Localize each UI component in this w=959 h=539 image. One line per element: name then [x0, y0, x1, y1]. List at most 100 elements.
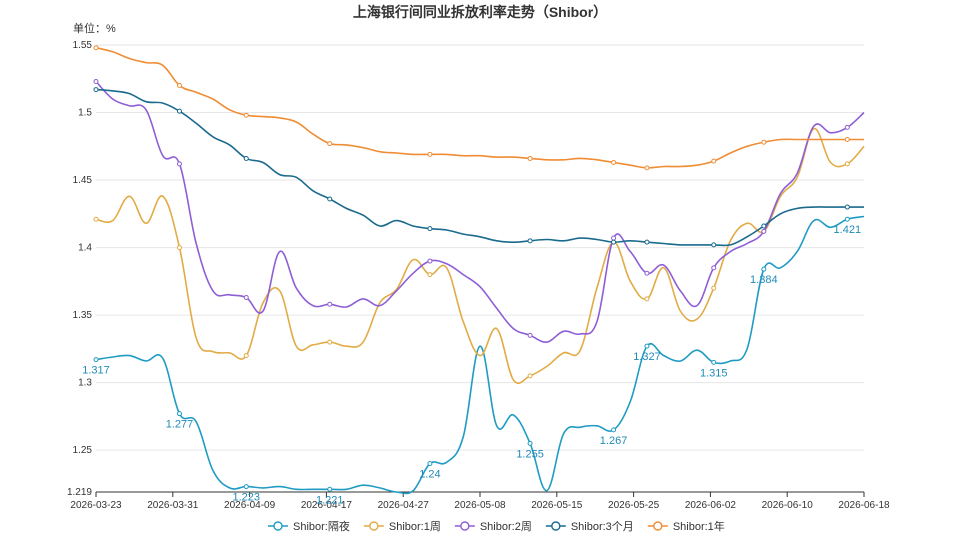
data-point	[93, 216, 99, 222]
data-point	[93, 78, 99, 84]
y-tick-label: 1.3	[78, 378, 92, 389]
series-line	[95, 80, 865, 343]
data-point	[611, 427, 617, 433]
data-point	[243, 112, 249, 118]
data-label: 1.223	[232, 492, 260, 504]
series-line	[95, 88, 864, 247]
legend-marker	[273, 521, 283, 531]
y-tick-label: 1.55	[73, 40, 93, 51]
data-point	[644, 270, 650, 276]
series-layer	[93, 45, 865, 495]
legend-item-2[interactable]: Shibor:2周	[454, 520, 532, 533]
y-tick-label: 1.35	[73, 310, 93, 321]
data-label: 1.317	[82, 365, 110, 377]
series-3	[93, 87, 864, 248]
x-tick-label: 2026-05-15	[531, 500, 583, 511]
data-point	[327, 196, 333, 202]
legend-item-1[interactable]: Shibor:1周	[363, 520, 441, 533]
legend-marker	[653, 521, 663, 531]
series-4	[93, 45, 864, 171]
legend: Shibor:隔夜 Shibor:1周 Shibor:2周 Shibor:3个月 Shi…	[268, 519, 725, 533]
data-point	[427, 226, 433, 232]
x-tick-label: 2026-05-25	[608, 500, 660, 511]
data-point	[844, 204, 850, 210]
y-tick-label: 1.219	[67, 487, 92, 498]
data-label: 1.384	[750, 274, 778, 286]
data-point	[176, 245, 182, 251]
data-label: 1.327	[633, 351, 661, 363]
data-point	[327, 301, 333, 307]
legend-item-0[interactable]: Shibor:隔夜	[268, 519, 350, 533]
data-point	[176, 83, 182, 89]
data-point	[243, 353, 249, 359]
data-point	[527, 373, 533, 379]
x-tick-label: 2026-04-27	[378, 500, 430, 511]
data-label: 1.267	[600, 435, 628, 447]
data-point	[761, 139, 767, 145]
data-point	[327, 486, 333, 492]
series-2	[93, 78, 865, 343]
y-axis: 1.55 1.5 1.45 1.4 1.35 1.3 1.25 1.219	[67, 40, 92, 498]
legend-marker	[369, 521, 379, 531]
data-point	[93, 87, 99, 93]
data-point	[527, 332, 533, 338]
legend-marker	[551, 521, 561, 531]
x-tick-label: 2026-06-10	[762, 500, 814, 511]
data-point	[711, 158, 717, 164]
data-point	[711, 265, 717, 271]
data-point	[611, 159, 617, 165]
y-tick-label: 1.5	[78, 108, 92, 119]
data-point	[527, 238, 533, 244]
data-point	[176, 108, 182, 114]
data-point	[644, 239, 650, 245]
data-point	[427, 258, 433, 264]
data-point	[243, 484, 249, 490]
data-point	[761, 266, 767, 272]
x-tick-label: 2026-03-23	[70, 500, 122, 511]
data-label: 1.24	[419, 469, 440, 481]
data-point	[644, 165, 650, 171]
data-point	[327, 339, 333, 345]
x-tick-label: 2026-06-02	[685, 500, 737, 511]
x-tick-label: 2026-04-09	[224, 500, 276, 511]
legend-label: Shibor:1年	[673, 519, 725, 533]
legend-item-3[interactable]: Shibor:3个月	[545, 520, 634, 533]
data-point	[644, 343, 650, 349]
chart-title: 上海银行间同业拆放利率走势（Shibor）	[353, 4, 607, 20]
y-tick-label: 1.25	[73, 445, 93, 456]
data-point	[644, 296, 650, 302]
data-point	[243, 295, 249, 301]
series-line	[95, 46, 864, 169]
legend-marker	[460, 521, 470, 531]
data-point	[711, 359, 717, 365]
x-tick-label: 2026-04-17	[301, 500, 353, 511]
data-point	[427, 461, 433, 467]
data-point	[243, 155, 249, 161]
data-label: 1.221	[316, 494, 344, 506]
x-tick-label: 2026-03-31	[147, 500, 199, 511]
data-point	[611, 235, 617, 241]
data-label: 1.315	[700, 367, 728, 379]
data-point	[711, 285, 717, 291]
data-label: 1.277	[166, 419, 194, 431]
data-point	[761, 228, 767, 234]
x-tick-label: 2026-05-08	[454, 500, 506, 511]
data-point	[844, 137, 850, 143]
series-line	[95, 215, 865, 495]
data-point	[427, 272, 433, 278]
y-tick-label: 1.45	[73, 175, 93, 186]
data-point	[761, 223, 767, 229]
y-tick-label: 1.4	[78, 243, 92, 254]
data-point	[527, 155, 533, 161]
data-point	[611, 239, 617, 245]
legend-label: Shibor:隔夜	[293, 519, 350, 533]
data-point	[93, 357, 99, 363]
x-axis: 2026-03-23 2026-03-31 2026-04-09 2026-04-17…	[70, 491, 890, 511]
legend-label: Shibor:2周	[480, 520, 532, 533]
unit-label: 单位：%	[73, 21, 116, 35]
series-0	[93, 215, 865, 495]
legend-label: Shibor:3个月	[571, 520, 634, 533]
legend-item-4[interactable]: Shibor:1年	[647, 519, 725, 533]
